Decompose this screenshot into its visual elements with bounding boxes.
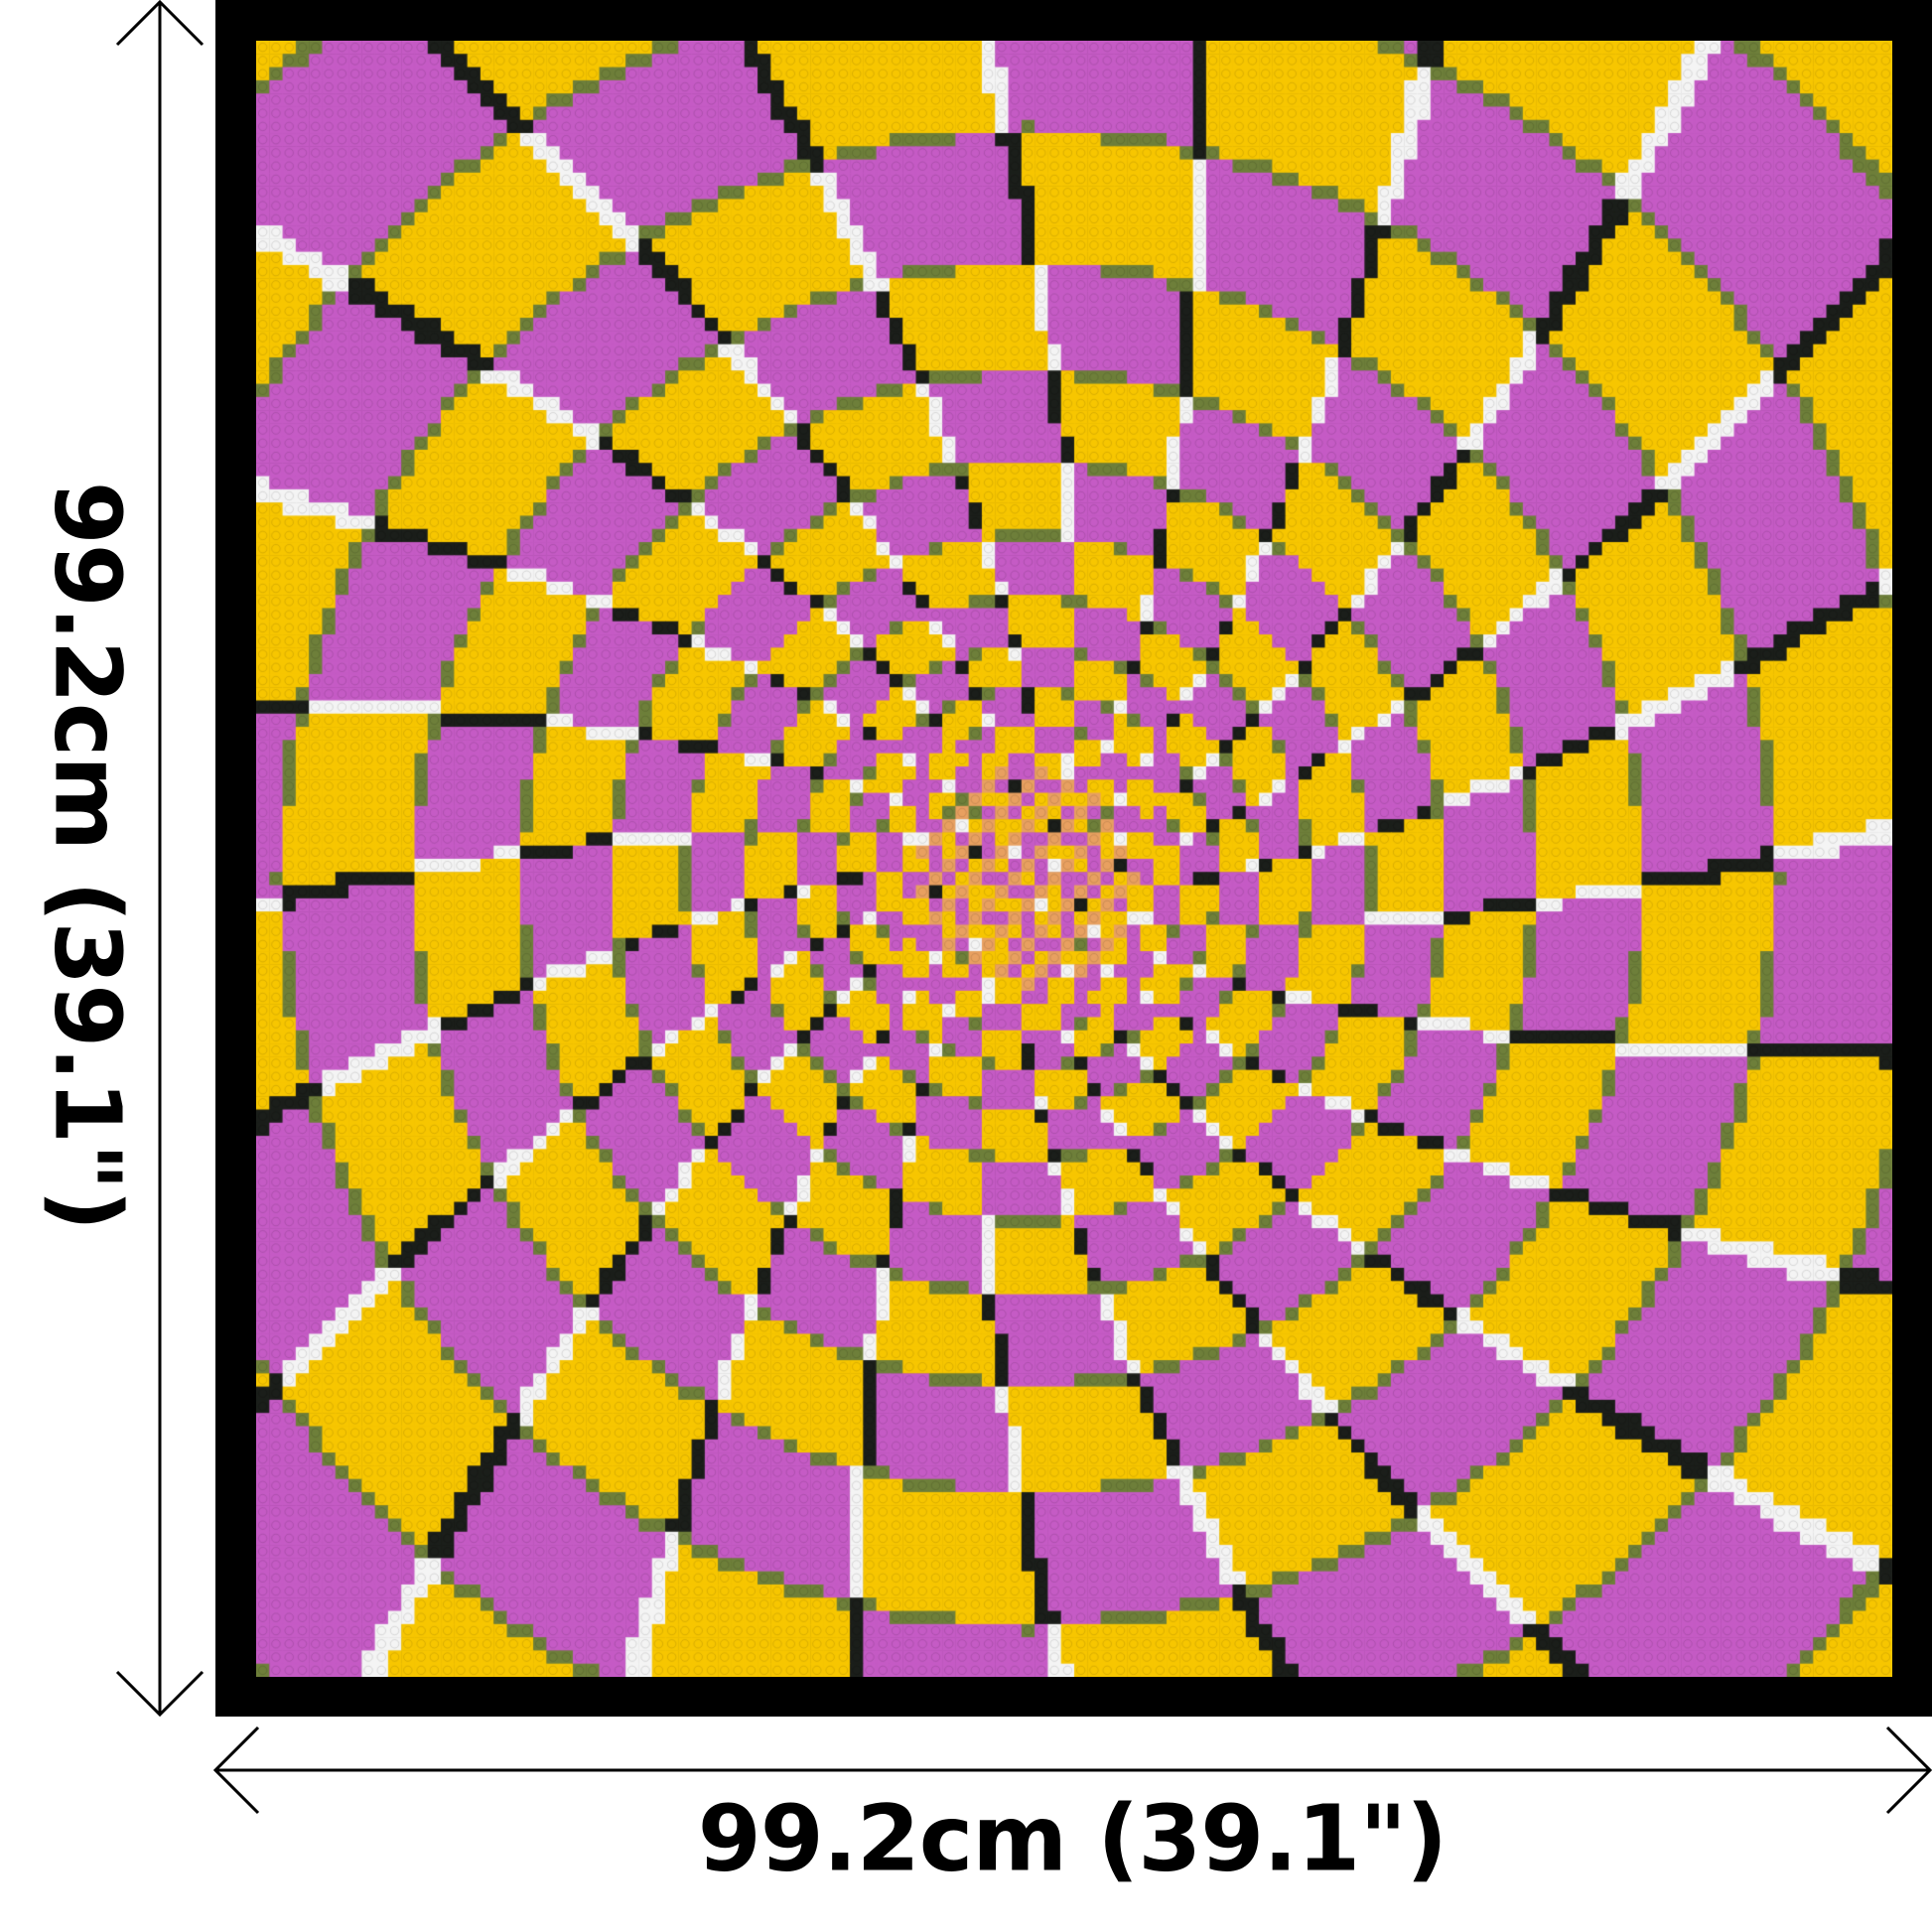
width-dimension-label: 99.2cm (39.1") bbox=[697, 1785, 1448, 1892]
brick-mosaic-image bbox=[256, 41, 1892, 1677]
height-dimension-label: 99.2cm (39.1") bbox=[34, 481, 141, 1231]
mosaic-frame bbox=[215, 0, 1932, 1717]
